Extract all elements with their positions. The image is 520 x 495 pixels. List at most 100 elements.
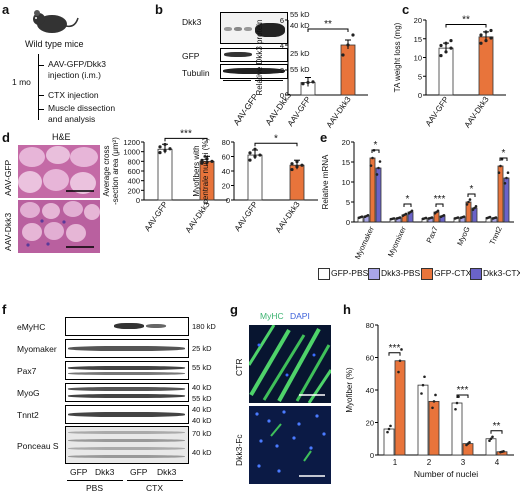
chart-h-bar-0-0 <box>383 428 395 456</box>
chart-h-bar-0-1 <box>394 360 406 456</box>
chart-b-xlabel-0: AAV-GFP <box>286 95 313 128</box>
chart-h-sig-0: *** <box>389 343 401 354</box>
chart-e-sig-4: * <box>502 148 506 159</box>
chart-e-point-0-0-2 <box>360 215 364 218</box>
chart-d1-ytick-label-1: 200 <box>127 186 140 195</box>
chart-d2-sig-bracket <box>254 142 298 147</box>
chart-h-point-0-1-2 <box>400 348 403 351</box>
chart-d2-point-0-4 <box>253 147 257 151</box>
chart-c-point-0-4 <box>444 41 448 45</box>
chart-e-sig-bracket-1 <box>403 203 412 207</box>
chart-h-xlabel-2: 3 <box>461 458 466 467</box>
chart-d2-point-1-1 <box>295 165 299 169</box>
f-blot-emyhc <box>65 317 189 336</box>
chart-h-sig-bracket-2 <box>456 394 469 398</box>
chart-h-bar-1-1 <box>428 400 440 456</box>
chart-d1-ytick-label-5: 1000 <box>123 148 140 157</box>
chart-h-point-3-0-1 <box>489 437 493 441</box>
g-row-label-dkk3fc: Dkk3-Fc <box>234 434 244 466</box>
kd-marker-1: 55 kD <box>290 10 310 19</box>
chart-b-xlabel-1: AAV-Dkk3 <box>325 95 353 130</box>
time-label: 1 mo <box>12 77 31 87</box>
chart-d1-ytick-label-4: 800 <box>127 157 140 166</box>
chart-c-sig: ** <box>462 15 470 26</box>
chart-d2-ylabel-1: centrale nuclei (%) <box>201 138 210 205</box>
chart-d1-sig-bracket <box>164 137 208 142</box>
chart-e-point-4-1-2 <box>494 216 498 219</box>
chart-d2-ytick-label-1: 20 <box>222 182 230 191</box>
chart-e-point-4-3-1 <box>505 176 508 180</box>
chart-e-point-3-2-2 <box>468 198 472 201</box>
f-kd-4: 40 kD <box>192 383 212 392</box>
chart-e-bar-0-3 <box>375 167 382 223</box>
f-kd-7: 40 kD <box>192 416 212 425</box>
f-blot-tnnt2 <box>65 405 189 424</box>
chart-h-sig-3: ** <box>493 421 501 432</box>
lane-bracket-gfp <box>223 80 251 81</box>
chart-b-sig: ** <box>324 19 332 30</box>
chart-d1-point-1-1 <box>205 160 209 164</box>
chart-h-xlabel-0: 1 <box>393 458 398 467</box>
chart-h-xlabel-1: 2 <box>427 458 432 467</box>
chart-h-point-1-0-0 <box>420 392 423 395</box>
f-kd-2: 25 kD <box>192 344 212 353</box>
chart-h-bar-3-0 <box>485 438 497 456</box>
chart-c-point-1-2 <box>489 36 493 40</box>
chart-e-sig-bracket-0 <box>371 149 380 153</box>
chart-d2-point-0-2 <box>258 153 262 157</box>
chart-b-ytick-label-2: 4 <box>280 41 284 50</box>
f-kd-5: 55 kD <box>192 394 212 403</box>
chart-e-point-3-3-0 <box>471 208 475 211</box>
f-row-label-emyhc: eMyHC <box>17 322 46 332</box>
f-kd-6: 40 kD <box>192 405 212 414</box>
chart-c-ytick-label-0: 0 <box>418 91 422 100</box>
legend-swatch-gfp-ctx <box>421 268 433 280</box>
f-blot-myomaker <box>65 339 189 358</box>
blot-gfp <box>220 48 288 62</box>
chart-e-point-4-2-0 <box>497 171 501 175</box>
chart-h-point-3-0-2 <box>491 435 494 439</box>
chart-h-point-1-1-1 <box>432 400 436 403</box>
chart-d2-ytick-label-2: 40 <box>222 167 230 176</box>
legend-swatch-dkk3-ctx <box>470 268 482 280</box>
chart-d1-point-1-4 <box>205 157 209 161</box>
timeline-tick-2 <box>38 95 44 96</box>
chart-h-point-1-0-1 <box>421 383 425 387</box>
stain-title: H&E <box>52 132 71 142</box>
chart-h-point-0-1-0 <box>397 370 400 374</box>
chart-e-point-0-3-0 <box>375 173 379 176</box>
legend-label-gfp-ctx: GFP-CTX <box>434 268 472 278</box>
step-3-line-2: and analysis <box>48 114 96 124</box>
chart-d1-ytick-label-6: 1200 <box>123 138 140 147</box>
if-image-ctr <box>249 325 331 403</box>
f-row-label-pax7: Pax7 <box>17 366 37 376</box>
chart-d1-ylabel-0: Average cross <box>102 146 111 197</box>
chart-e-sig-bracket-2 <box>435 203 444 207</box>
g-row-label-ctr: CTR <box>234 358 244 376</box>
f-bracket-pbs <box>67 480 123 481</box>
chart-h-point-2-1-2 <box>468 440 471 444</box>
chart-d1-ytick-label-0: 0 <box>136 196 140 205</box>
chart-e-xlabel-4: Tnnt2 <box>488 225 504 246</box>
f-row-label-tnnt2: Tnnt2 <box>17 410 39 420</box>
chart-c-ytick-label-1: 5 <box>418 72 422 81</box>
chart-c-sig-bracket <box>445 24 487 28</box>
chart-e-point-4-3-2 <box>506 171 510 175</box>
f-blot-ponceau <box>65 426 189 464</box>
panel-label-a: a <box>2 2 10 17</box>
legend-swatch-gfp-pbs <box>318 268 330 280</box>
chart-c-point-0-0 <box>439 54 443 58</box>
he-image-dkk3 <box>18 200 100 253</box>
chart-e-point-3-1-2 <box>462 215 466 218</box>
chart-b-ylabel-0: Relative Dkk3 protein <box>255 19 264 95</box>
chart-d2-point-0-0 <box>248 158 252 162</box>
chart-e-ytick-label-3: 15 <box>342 158 350 167</box>
f-lane-gfp-1: GFP <box>70 467 88 477</box>
chart-h-ytick-label-3: 60 <box>366 354 374 363</box>
if-image-dkk3fc <box>249 406 331 484</box>
chart-d1-point-1-2 <box>210 159 214 163</box>
chart-d2-point-1-3 <box>290 162 294 166</box>
chart-c-ytick-label-2: 10 <box>414 54 422 63</box>
panel-b-blot: Dkk3 GFP Tubulin 55 kD 40 kD 25 kD 55 kD… <box>160 0 310 127</box>
chart-h-ytick-label-2: 40 <box>366 386 374 395</box>
